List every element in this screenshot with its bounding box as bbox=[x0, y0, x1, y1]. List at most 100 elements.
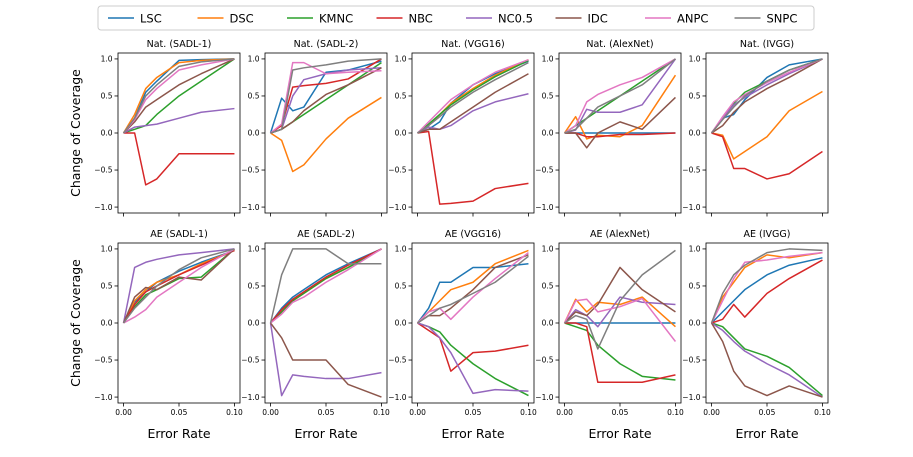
x-tick-label: 0.10 bbox=[373, 408, 390, 417]
series-line-kmnc bbox=[270, 248, 382, 324]
series-line-nc0-5 bbox=[417, 322, 529, 395]
series-line-idc bbox=[564, 266, 676, 324]
x-axis-label: Error Rate bbox=[147, 426, 210, 441]
y-tick-label: 1.0 bbox=[542, 245, 554, 254]
x-axis-label: Error Rate bbox=[735, 426, 798, 441]
legend-entry-kmnc: KMNC bbox=[287, 12, 353, 26]
series-line-snpc bbox=[270, 58, 382, 134]
y-tick-label: −1.0 bbox=[94, 393, 112, 402]
series-line-kmnc bbox=[711, 322, 823, 397]
series-line-kmnc bbox=[564, 322, 676, 381]
y-tick-label: −0.5 bbox=[94, 356, 112, 365]
series-group bbox=[269, 248, 382, 398]
y-tick-label: 0.5 bbox=[101, 282, 113, 291]
series-line-snpc bbox=[417, 61, 529, 134]
series-line-anpc bbox=[563, 297, 677, 342]
y-tick-label: −1.0 bbox=[388, 203, 406, 212]
x-tick-label: 0.10 bbox=[226, 408, 243, 417]
series-group bbox=[269, 58, 382, 173]
y-tick-label: 0.0 bbox=[101, 129, 113, 138]
legend-label-nbc: NBC bbox=[409, 12, 433, 26]
legend-entry-nbc: NBC bbox=[376, 12, 433, 26]
legend-entry-nc0-5: NC0.5 bbox=[466, 12, 533, 26]
subplot-ae-alexnet: AE (AlexNet) 0.00 0.05 0.10 −1.0 −0.5 0.0 0.5 1.… bbox=[535, 229, 684, 417]
y-tick-label: 0.5 bbox=[689, 282, 701, 291]
y-tick-label: −1.0 bbox=[388, 393, 406, 402]
series-line-nbc bbox=[417, 130, 529, 205]
y-tick-label: −1.0 bbox=[682, 393, 700, 402]
x-tick-label: 0.10 bbox=[667, 408, 684, 417]
x-tick-label: 0.05 bbox=[171, 408, 188, 417]
series-line-anpc bbox=[270, 248, 382, 324]
series-line-anpc bbox=[710, 251, 823, 324]
subplot-title: AE (VGG16) bbox=[445, 229, 501, 240]
axes-frame bbox=[264, 52, 388, 214]
y-tick-label: 1.0 bbox=[248, 245, 260, 254]
series-line-idc bbox=[122, 248, 235, 324]
y-tick-label: 1.0 bbox=[248, 55, 260, 64]
axes-frame bbox=[117, 52, 241, 214]
series-line-snpc bbox=[564, 249, 676, 350]
subplot-ae-vgg16: AE (VGG16) 0.00 0.05 0.10 −1.0 −0.5 0.0 0.5 1.0 bbox=[388, 229, 537, 417]
x-tick-label: 0.00 bbox=[703, 408, 720, 417]
x-tick-label: 0.10 bbox=[814, 408, 831, 417]
y-tick-label: −1.0 bbox=[241, 203, 259, 212]
series-line-snpc bbox=[122, 248, 235, 324]
y-tick-label: 0.0 bbox=[248, 319, 260, 328]
y-tick-label: 0.0 bbox=[542, 319, 554, 328]
y-tick-label: 0.0 bbox=[689, 129, 701, 138]
y-tick-label: 0.5 bbox=[101, 92, 113, 101]
x-tick-label: 0.05 bbox=[612, 408, 629, 417]
y-tick-label: 0.5 bbox=[689, 92, 701, 101]
subplot-nat-sadl-1: Nat. (SADL-1) −1.0 −0.5 0.0 0.5 1.0 bbox=[94, 39, 241, 217]
legend-label-nc0-5: NC0.5 bbox=[498, 12, 533, 26]
series-line-anpc bbox=[123, 248, 235, 324]
subplot-nat-ivgg: Nat. (IVGG) −1.0 −0.5 0.0 0.5 1.0 bbox=[682, 39, 829, 217]
subplot-nat-vgg16: Nat. (VGG16) −1.0 −0.5 0.0 0.5 1.0 bbox=[388, 39, 535, 217]
subplot-title: Nat. (AlexNet) bbox=[586, 39, 653, 50]
subplot-ae-ivgg: AE (IVGG) 0.00 0.05 0.10 −1.0 −0.5 0.0 0.5 1.0 bbox=[682, 229, 831, 417]
y-tick-label: 0.0 bbox=[689, 319, 701, 328]
series-line-lsc bbox=[710, 58, 823, 134]
x-tick-label: 0.00 bbox=[115, 408, 132, 417]
y-tick-label: 0.5 bbox=[248, 92, 260, 101]
subplot-title: Nat. (SADL-1) bbox=[147, 39, 212, 50]
legend-entry-dsc: DSC bbox=[197, 12, 254, 26]
legend-entry-lsc: LSC bbox=[108, 12, 162, 26]
series-line-nc0-5 bbox=[269, 322, 382, 397]
series-group bbox=[563, 58, 677, 149]
series-line-dsc bbox=[563, 74, 677, 140]
legend-entry-anpc: ANPC bbox=[645, 12, 708, 26]
y-tick-label: −1.0 bbox=[535, 203, 553, 212]
y-tick-label: 0.5 bbox=[542, 92, 554, 101]
axes-frame bbox=[411, 52, 535, 214]
subplot-title: AE (SADL-1) bbox=[150, 229, 208, 240]
y-tick-label: 1.0 bbox=[101, 245, 113, 254]
subplot-ae-sadl-1: AE (SADL-1) 0.00 0.05 0.10 −1.0 −0.5 0.0 0.5 1.0 bbox=[94, 229, 243, 417]
series-line-dsc bbox=[270, 96, 382, 173]
y-tick-label: −0.5 bbox=[535, 356, 553, 365]
x-axis-label: Error Rate bbox=[294, 426, 357, 441]
y-tick-label: −0.5 bbox=[94, 166, 112, 175]
y-tick-label: 0.5 bbox=[542, 282, 554, 291]
y-tick-label: 0.0 bbox=[395, 129, 407, 138]
legend: LSC DSC KMNC NBC NC0.5 IDC ANPC SNPC bbox=[97, 5, 815, 31]
x-tick-label: 0.00 bbox=[262, 408, 279, 417]
series-group bbox=[417, 58, 529, 205]
subplot-nat-alexnet: Nat. (AlexNet) −1.0 −0.5 0.0 0.5 1.0 bbox=[535, 39, 682, 217]
y-tick-label: 1.0 bbox=[689, 245, 701, 254]
series-line-snpc bbox=[269, 248, 382, 324]
y-tick-label: 0.5 bbox=[395, 92, 407, 101]
y-tick-label: 0.5 bbox=[395, 282, 407, 291]
series-group bbox=[122, 248, 235, 324]
y-tick-label: −1.0 bbox=[682, 203, 700, 212]
series-line-anpc bbox=[417, 58, 529, 134]
y-axis-label: Change of Coverage bbox=[68, 259, 83, 387]
subplot-title: AE (AlexNet) bbox=[590, 229, 650, 240]
series-line-lsc bbox=[711, 257, 823, 324]
y-tick-label: 0.5 bbox=[248, 282, 260, 291]
series-line-dsc bbox=[122, 249, 235, 324]
series-line-dsc bbox=[710, 251, 823, 324]
series-line-dsc bbox=[563, 296, 676, 328]
series-line-anpc bbox=[564, 58, 676, 134]
